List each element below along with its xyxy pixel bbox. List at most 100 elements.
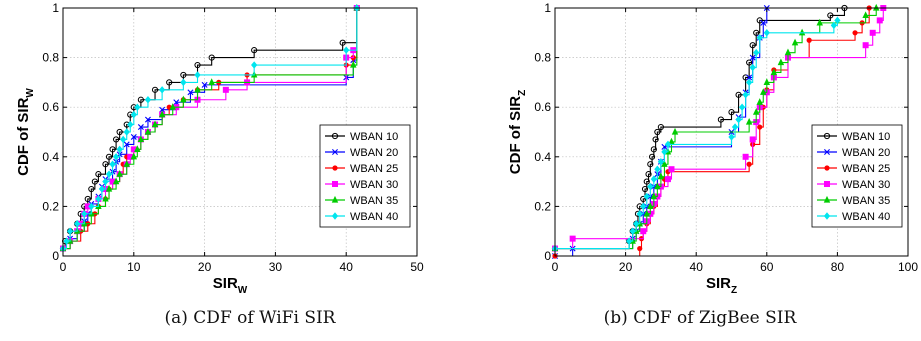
data-point: [641, 185, 649, 193]
x-tick-label: 60: [760, 260, 774, 274]
legend-marker: [332, 165, 338, 171]
y-tick-label: 0.8: [534, 51, 551, 65]
data-point: [130, 152, 138, 160]
data-point: [208, 54, 215, 61]
data-point: [753, 48, 760, 57]
data-point: [134, 103, 141, 111]
data-point: [763, 29, 770, 37]
data-point: [151, 120, 159, 128]
data-point: [671, 127, 679, 135]
data-point: [643, 192, 650, 201]
legend-marker: [824, 149, 830, 155]
data-point: [180, 95, 187, 103]
chart-panel-1: 0 10 20 30 40 50 0 0.2 0.4 0.6 0.8 1 SIRW CDF of SIRW…: [15, 1, 424, 296]
data-point: [816, 18, 823, 26]
data-point: [753, 29, 760, 36]
data-point: [647, 161, 654, 168]
data-point: [112, 153, 120, 161]
data-point: [777, 58, 785, 66]
data-point: [648, 153, 656, 160]
data-point: [120, 135, 127, 144]
data-point: [647, 202, 654, 210]
series-wban-10: [59, 4, 360, 252]
data-point: [654, 182, 661, 190]
series-line: [63, 8, 358, 250]
legend-label: WBAN 30: [842, 179, 890, 191]
data-point: [105, 170, 113, 178]
data-point: [137, 124, 144, 131]
data-point: [251, 61, 258, 69]
data-point: [728, 133, 735, 141]
data-point: [657, 158, 665, 166]
data-point: [144, 127, 152, 135]
legend-marker: [824, 180, 831, 187]
data-point: [105, 153, 113, 160]
data-point: [158, 86, 166, 94]
data-point: [742, 153, 749, 160]
series-line: [63, 8, 358, 250]
data-point: [746, 59, 753, 66]
data-point: [137, 96, 144, 103]
data-point: [752, 108, 760, 115]
x-tick-label: 20: [198, 260, 212, 274]
data-point: [661, 160, 668, 167]
series-wban-30: [60, 5, 360, 252]
data-point: [66, 227, 74, 235]
data-point: [756, 17, 763, 24]
data-point: [180, 78, 187, 87]
data-point: [645, 171, 652, 178]
series-wban-40: [59, 4, 360, 253]
data-point: [834, 16, 841, 25]
data-point: [569, 235, 576, 242]
data-point: [749, 42, 756, 49]
data-point: [827, 12, 834, 19]
data-point: [746, 74, 753, 81]
x-tick-label: 100: [898, 260, 918, 274]
x-tick-label: 20: [619, 260, 633, 274]
y-tick-label: 0: [544, 249, 551, 263]
x-tick-label: 80: [831, 260, 845, 274]
legend-label: WBAN 40: [350, 211, 398, 223]
data-point: [738, 103, 746, 111]
data-point: [116, 145, 123, 154]
data-point: [208, 78, 215, 85]
caption-zigbee: (b) CDF of ZigBee SIR: [603, 308, 797, 328]
y-tick-label: 0.6: [534, 100, 551, 114]
data-point: [742, 74, 749, 81]
y-tick-label: 1: [52, 1, 59, 15]
data-point: [756, 98, 763, 105]
data-point: [84, 195, 91, 203]
legend-label: WBAN 35: [350, 195, 398, 207]
data-point: [629, 227, 636, 235]
legend-label: WBAN 10: [350, 131, 398, 143]
data-point: [757, 124, 763, 130]
legend-marker: [331, 132, 339, 140]
series-wban-25: [60, 5, 360, 252]
data-point: [717, 116, 725, 123]
series-wban-40: [551, 16, 841, 253]
legend-label: WBAN 40: [842, 211, 890, 223]
data-point: [105, 184, 113, 192]
data-point: [862, 11, 869, 19]
data-point: [112, 177, 120, 185]
data-point: [869, 29, 876, 36]
legend-marker: [823, 212, 831, 220]
data-point: [134, 145, 141, 152]
data-point: [643, 209, 651, 217]
x-tick-label: 30: [269, 260, 283, 274]
legend-marker: [331, 212, 339, 220]
series-wban-10: [551, 4, 848, 252]
data-point: [791, 38, 799, 46]
data-point: [742, 91, 749, 99]
data-point: [654, 165, 661, 173]
legend-label: WBAN 10: [842, 131, 890, 143]
data-point: [749, 63, 756, 72]
data-point: [187, 89, 194, 96]
data-point: [647, 182, 654, 191]
data-point: [636, 210, 643, 218]
data-point: [760, 88, 767, 95]
data-point: [626, 237, 633, 245]
legend-label: WBAN 25: [842, 163, 890, 175]
y-tick-label: 0.2: [534, 199, 551, 213]
